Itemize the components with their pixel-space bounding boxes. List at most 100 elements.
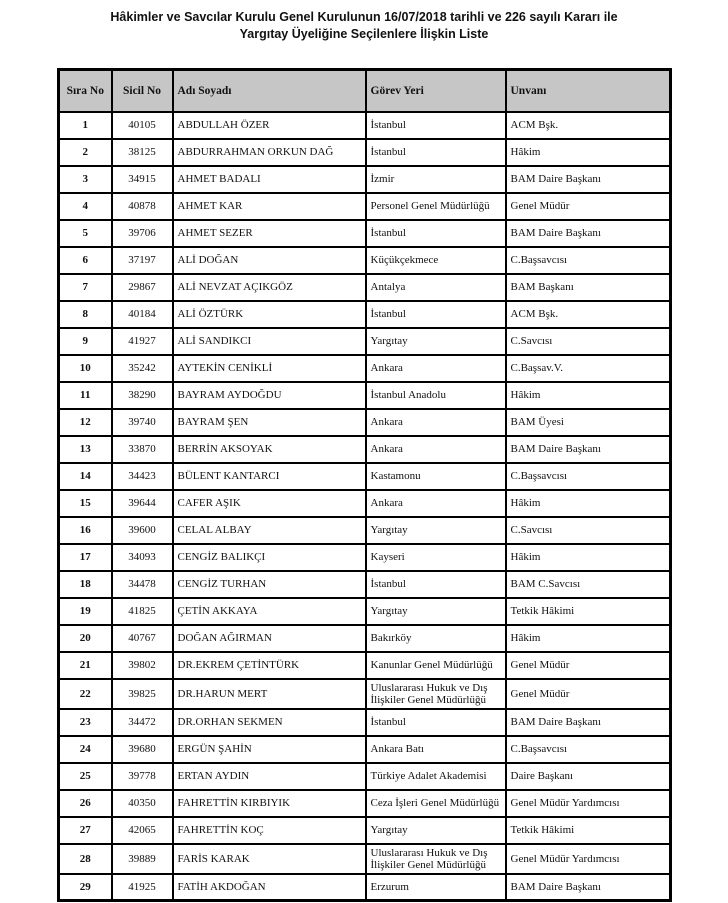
cell-sicil-no: 39706 [110, 218, 174, 248]
cell-adi-soyadi: ERTAN AYDIN [171, 761, 367, 791]
cell-adi-soyadi: BÜLENT KANTARCI [171, 461, 367, 491]
cell-adi-soyadi: CELAL ALBAY [171, 515, 367, 545]
cell-sicil-no: 34423 [110, 461, 174, 491]
cell-adi-soyadi: ALİ ÖZTÜRK [171, 299, 367, 329]
cell-sicil-no: 42065 [110, 815, 174, 845]
cell-unvani: C.Başsavcısı [504, 245, 672, 275]
cell-gorev-yeri: Ankara [364, 434, 507, 464]
cell-gorev-yeri: Erzurum [364, 872, 507, 902]
table-row: 14 34423 BÜLENT KANTARCI Kastamonu C.Başsavc… [57, 461, 672, 491]
table-row: 7 29867 ALİ NEVZAT AÇIKGÖZ Antalya BAM Başka… [57, 272, 672, 302]
cell-unvani: C.Başsavcısı [504, 461, 672, 491]
cell-adi-soyadi: ÇETİN AKKAYA [171, 596, 367, 626]
cell-unvani: BAM Daire Başkanı [504, 872, 672, 902]
cell-unvani: Genel Müdür [504, 191, 672, 221]
table-row: 21 39802 DR.EKREM ÇETİNTÜRK Kanunlar Genel … [57, 650, 672, 680]
cell-adi-soyadi: AHMET SEZER [171, 218, 367, 248]
cell-sira-no: 19 [57, 596, 113, 626]
cell-sicil-no: 39889 [110, 842, 174, 875]
cell-sicil-no: 40184 [110, 299, 174, 329]
column-header-sira-no: Sıra No [57, 68, 113, 113]
cell-unvani: Genel Müdür [504, 677, 672, 710]
cell-gorev-yeri: Ankara [364, 488, 507, 518]
cell-unvani: BAM Başkanı [504, 272, 672, 302]
cell-sicil-no: 35242 [110, 353, 174, 383]
cell-unvani: C.Başsavcısı [504, 734, 672, 764]
cell-unvani: Hâkim [504, 488, 672, 518]
column-header-adi-soyadi: Adı Soyadı [171, 68, 367, 113]
table-row: 10 35242 AYTEKİN CENİKLİ Ankara C.Başsav.V. [57, 353, 672, 383]
table-row: 9 41927 ALİ SANDIKCI Yargıtay C.Savcısı [57, 326, 672, 356]
cell-gorev-yeri: İstanbul [364, 110, 507, 140]
cell-sicil-no: 39802 [110, 650, 174, 680]
cell-unvani: Daire Başkanı [504, 761, 672, 791]
cell-unvani: Hâkim [504, 137, 672, 167]
table-row: 26 40350 FAHRETTİN KIRBIYIK Ceza İşleri Gen… [57, 788, 672, 818]
cell-adi-soyadi: DOĞAN AĞIRMAN [171, 623, 367, 653]
cell-gorev-yeri: Kayseri [364, 542, 507, 572]
cell-gorev-yeri: İstanbul [364, 707, 507, 737]
table-row: 13 33870 BERRİN AKSOYAK Ankara BAM Daire Baş… [57, 434, 672, 464]
cell-gorev-yeri: İzmir [364, 164, 507, 194]
cell-adi-soyadi: DR.HARUN MERT [171, 677, 367, 710]
cell-adi-soyadi: AHMET BADALI [171, 164, 367, 194]
cell-sicil-no: 40350 [110, 788, 174, 818]
cell-adi-soyadi: ABDURRAHMAN ORKUN DAĞ [171, 137, 367, 167]
cell-sicil-no: 39825 [110, 677, 174, 710]
cell-sicil-no: 37197 [110, 245, 174, 275]
cell-unvani: ACM Bşk. [504, 110, 672, 140]
cell-adi-soyadi: FATİH AKDOĞAN [171, 872, 367, 902]
cell-gorev-yeri: Yargıtay [364, 515, 507, 545]
cell-sira-no: 2 [57, 137, 113, 167]
cell-gorev-yeri: Yargıtay [364, 815, 507, 845]
cell-sira-no: 10 [57, 353, 113, 383]
cell-sira-no: 12 [57, 407, 113, 437]
table-row: 16 39600 CELAL ALBAY Yargıtay C.Savcısı [57, 515, 672, 545]
cell-adi-soyadi: BERRİN AKSOYAK [171, 434, 367, 464]
cell-gorev-yeri: Ankara [364, 407, 507, 437]
cell-sira-no: 22 [57, 677, 113, 710]
cell-unvani: BAM Daire Başkanı [504, 164, 672, 194]
table-row: 28 39889 FARİS KARAK Uluslararası Hukuk ve … [57, 842, 672, 875]
cell-unvani: BAM C.Savcısı [504, 569, 672, 599]
table-row: 2 38125 ABDURRAHMAN ORKUN DAĞ İstanbul Hâkim [57, 137, 672, 167]
cell-gorev-yeri: Ceza İşleri Genel Müdürlüğü [364, 788, 507, 818]
cell-adi-soyadi: ALİ SANDIKCI [171, 326, 367, 356]
cell-unvani: C.Savcısı [504, 326, 672, 356]
cell-gorev-yeri: Yargıtay [364, 596, 507, 626]
cell-sira-no: 28 [57, 842, 113, 875]
cell-adi-soyadi: FARİS KARAK [171, 842, 367, 875]
cell-sira-no: 14 [57, 461, 113, 491]
table-row: 18 34478 CENGİZ TURHAN İstanbul BAM C.Savcıs… [57, 569, 672, 599]
cell-gorev-yeri: Ankara [364, 353, 507, 383]
cell-sira-no: 21 [57, 650, 113, 680]
cell-unvani: Hâkim [504, 380, 672, 410]
cell-sira-no: 1 [57, 110, 113, 140]
cell-sicil-no: 38290 [110, 380, 174, 410]
cell-sira-no: 3 [57, 164, 113, 194]
cell-adi-soyadi: BAYRAM AYDOĞDU [171, 380, 367, 410]
cell-gorev-yeri: Bakırköy [364, 623, 507, 653]
cell-adi-soyadi: ERGÜN ŞAHİN [171, 734, 367, 764]
document-title-line-2: Yargıtay Üyeliğine Seçilenlere İlişkin L… [239, 26, 489, 41]
cell-sicil-no: 38125 [110, 137, 174, 167]
cell-sira-no: 13 [57, 434, 113, 464]
cell-unvani: BAM Daire Başkanı [504, 434, 672, 464]
cell-sira-no: 16 [57, 515, 113, 545]
appointments-table: Sıra No Sicil No Adı Soyadı Görev Yeri U… [57, 68, 672, 902]
table-row: 1 40105 ABDULLAH ÖZER İstanbul ACM Bşk. [57, 110, 672, 140]
table-row: 19 41825 ÇETİN AKKAYA Yargıtay Tetkik Hâkimi [57, 596, 672, 626]
cell-sira-no: 15 [57, 488, 113, 518]
cell-sicil-no: 29867 [110, 272, 174, 302]
cell-gorev-yeri: Kanunlar Genel Müdürlüğü [364, 650, 507, 680]
document-title-line-1: Hâkimler ve Savcılar Kurulu Genel Kurulu… [110, 10, 618, 24]
cell-unvani: Tetkik Hâkimi [504, 596, 672, 626]
cell-gorev-yeri: Personel Genel Müdürlüğü [364, 191, 507, 221]
cell-adi-soyadi: BAYRAM ŞEN [171, 407, 367, 437]
cell-sira-no: 11 [57, 380, 113, 410]
cell-sira-no: 20 [57, 623, 113, 653]
cell-gorev-yeri: Türkiye Adalet Akademisi [364, 761, 507, 791]
table-row: 11 38290 BAYRAM AYDOĞDU İstanbul Anadolu Hâk… [57, 380, 672, 410]
table-row: 8 40184 ALİ ÖZTÜRK İstanbul ACM Bşk. [57, 299, 672, 329]
